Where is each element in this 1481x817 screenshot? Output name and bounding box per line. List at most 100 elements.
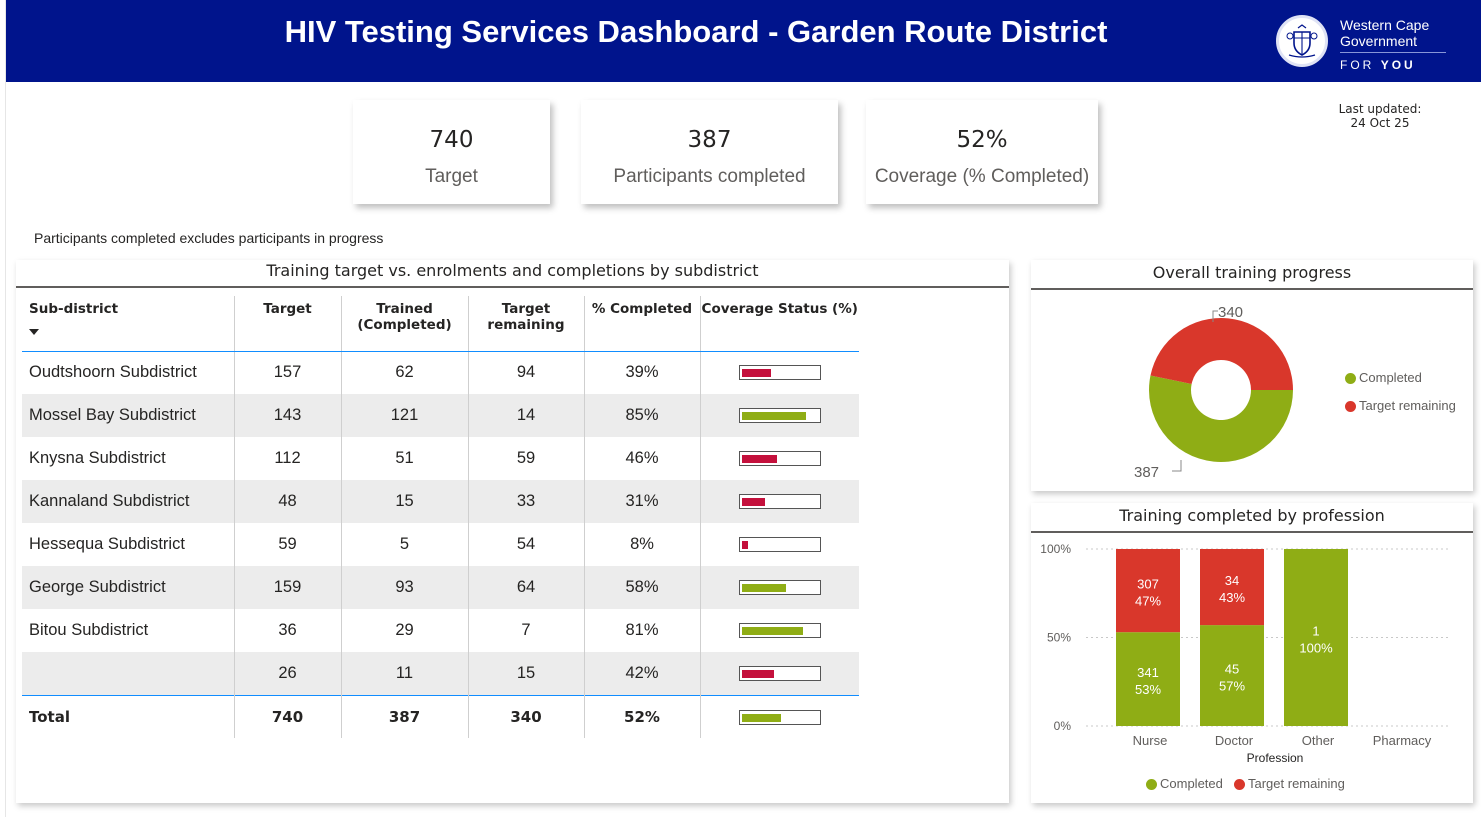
donut-slice-target-remaining[interactable] <box>1150 318 1293 390</box>
column-header-subdistrict[interactable]: Sub-district <box>22 296 235 352</box>
legend-completed[interactable]: Completed <box>1146 776 1223 791</box>
coverage-bar-fill <box>741 713 782 722</box>
x-tick-label: Doctor <box>1215 733 1254 748</box>
cell-remaining: 64 <box>468 566 585 609</box>
table-title: Training target vs. enrolments and compl… <box>266 261 759 280</box>
coverage-bar-fill <box>741 369 772 378</box>
page-left-border <box>0 0 6 817</box>
y-tick-label: 100% <box>1040 542 1071 556</box>
x-tick-label: Pharmacy <box>1373 733 1432 748</box>
bar-other-completed[interactable] <box>1284 549 1348 726</box>
table-header-row: Sub-district Target Trained (Completed) T… <box>22 296 859 352</box>
column-header-target[interactable]: Target <box>234 296 342 352</box>
kpi-value: 52% <box>956 127 1008 153</box>
donut-title: Overall training progress <box>1152 263 1352 282</box>
footnote: Participants completed excludes particip… <box>34 230 384 246</box>
cell-target: 59 <box>234 523 342 566</box>
kpi-card-coverage: 52% Coverage (% Completed) <box>866 100 1098 204</box>
overall-progress-panel: Overall training progress 340 387 Complet… <box>1031 260 1473 491</box>
column-header-pct-completed[interactable]: % Completed <box>584 296 701 352</box>
y-tick-label: 0% <box>1054 719 1072 733</box>
coverage-bar <box>738 494 821 510</box>
cell-coverage-status <box>700 609 859 652</box>
bar-nurse-target-remaining[interactable] <box>1116 549 1180 633</box>
cell-trained: 121 <box>341 394 469 437</box>
table-row[interactable]: Oudtshoorn Subdistrict 157 62 94 39% <box>22 351 859 394</box>
subdistrict-table: Sub-district Target Trained (Completed) T… <box>22 296 859 738</box>
legend-completed[interactable]: Completed <box>1345 370 1422 385</box>
donut-label-completed: 387 <box>1134 464 1159 481</box>
column-header-remaining[interactable]: Target remaining <box>468 296 585 352</box>
kpi-card-participants-completed: 387 Participants completed <box>581 100 838 204</box>
cell-subdistrict <box>22 652 235 695</box>
coverage-bar-fill <box>741 669 774 678</box>
kpi-label: Coverage (% Completed) <box>874 166 1090 187</box>
cell-remaining: 340 <box>468 694 585 738</box>
x-tick-label: Nurse <box>1133 733 1168 748</box>
kpi-value: 740 <box>429 127 474 153</box>
cell-subdistrict: Oudtshoorn Subdistrict <box>22 351 235 394</box>
coverage-bar-fill <box>741 498 766 507</box>
column-header-trained[interactable]: Trained (Completed) <box>341 296 469 352</box>
table-title-rule <box>16 286 1009 288</box>
bar-doctor-completed[interactable] <box>1200 625 1264 726</box>
profession-bar-chart: 100% 50% 0% 341 53% 307 47% Nurse 45 57% 34 43% Doct… <box>1040 542 1451 765</box>
donut-label-completed-leader <box>1172 460 1182 472</box>
legend-target-remaining[interactable]: Target remaining <box>1345 398 1456 413</box>
kpi-value: 387 <box>687 127 732 153</box>
table-row[interactable]: Knysna Subdistrict 112 51 59 46% <box>22 437 859 480</box>
cell-trained: 29 <box>341 609 469 652</box>
coverage-bar-fill <box>741 412 807 421</box>
legend-dot-remaining-icon <box>1234 779 1245 791</box>
cell-target: 157 <box>234 351 342 394</box>
government-logo: Western Cape Government FOR YOU <box>1276 15 1451 73</box>
cell-target: 36 <box>234 609 342 652</box>
cell-trained: 11 <box>341 652 469 695</box>
legend-target-remaining[interactable]: Target remaining <box>1234 776 1345 791</box>
cell-pct-completed: 85% <box>584 394 701 437</box>
cell-remaining: 15 <box>468 652 585 695</box>
cell-subdistrict: George Subdistrict <box>22 566 235 609</box>
legend-dot-completed-icon <box>1345 373 1356 385</box>
last-updated-label: Last updated: <box>1338 102 1422 116</box>
sort-descending-icon[interactable] <box>29 329 39 335</box>
cell-coverage-status <box>700 394 859 437</box>
table-total-row[interactable]: Total 740 387 340 52% <box>22 694 859 738</box>
cell-remaining: 14 <box>468 394 585 437</box>
cell-target: 112 <box>234 437 342 480</box>
donut-title-rule <box>1031 288 1473 290</box>
donut-slice-completed[interactable] <box>1149 375 1293 462</box>
cell-coverage-status <box>700 437 859 480</box>
cell-remaining: 94 <box>468 351 585 394</box>
bar-nurse-completed[interactable] <box>1116 632 1180 726</box>
header-bar: HIV Testing Services Dashboard - Garden … <box>6 0 1481 82</box>
coverage-bar <box>738 365 821 381</box>
table-row[interactable]: Bitou Subdistrict 36 29 7 81% <box>22 609 859 652</box>
bar-doctor-target-remaining[interactable] <box>1200 549 1264 626</box>
coverage-bar <box>738 537 821 553</box>
column-header-coverage-status[interactable]: Coverage Status (%) <box>700 296 859 352</box>
cell-remaining: 33 <box>468 480 585 523</box>
cell-pct-completed: 42% <box>584 652 701 695</box>
table-row[interactable]: Hessequa Subdistrict 59 5 54 8% <box>22 523 859 566</box>
bar-chart-title: Training completed by profession <box>1119 506 1385 525</box>
coverage-bar <box>738 709 821 725</box>
cell-coverage-status <box>700 523 859 566</box>
cell-subdistrict: Total <box>22 694 235 738</box>
table-row[interactable]: Kannaland Subdistrict 48 15 33 31% <box>22 480 859 523</box>
table-row[interactable]: 26 11 15 42% <box>22 652 859 695</box>
cell-coverage-status <box>700 480 859 523</box>
table-row[interactable]: George Subdistrict 159 93 64 58% <box>22 566 859 609</box>
bar-value-label: 341 <box>1137 665 1159 680</box>
cell-pct-completed: 31% <box>584 480 701 523</box>
cell-pct-completed: 39% <box>584 351 701 394</box>
donut-label-target-remaining: 340 <box>1218 304 1243 321</box>
cell-trained: 387 <box>341 694 469 738</box>
bar-percent-label: 43% <box>1219 590 1245 605</box>
cell-pct-completed: 81% <box>584 609 701 652</box>
coverage-bar <box>738 623 821 639</box>
cell-trained: 93 <box>341 566 469 609</box>
logo-tagline-for: FOR <box>1340 58 1375 72</box>
coat-of-arms-icon <box>1276 15 1328 67</box>
table-row[interactable]: Mossel Bay Subdistrict 143 121 14 85% <box>22 394 859 437</box>
